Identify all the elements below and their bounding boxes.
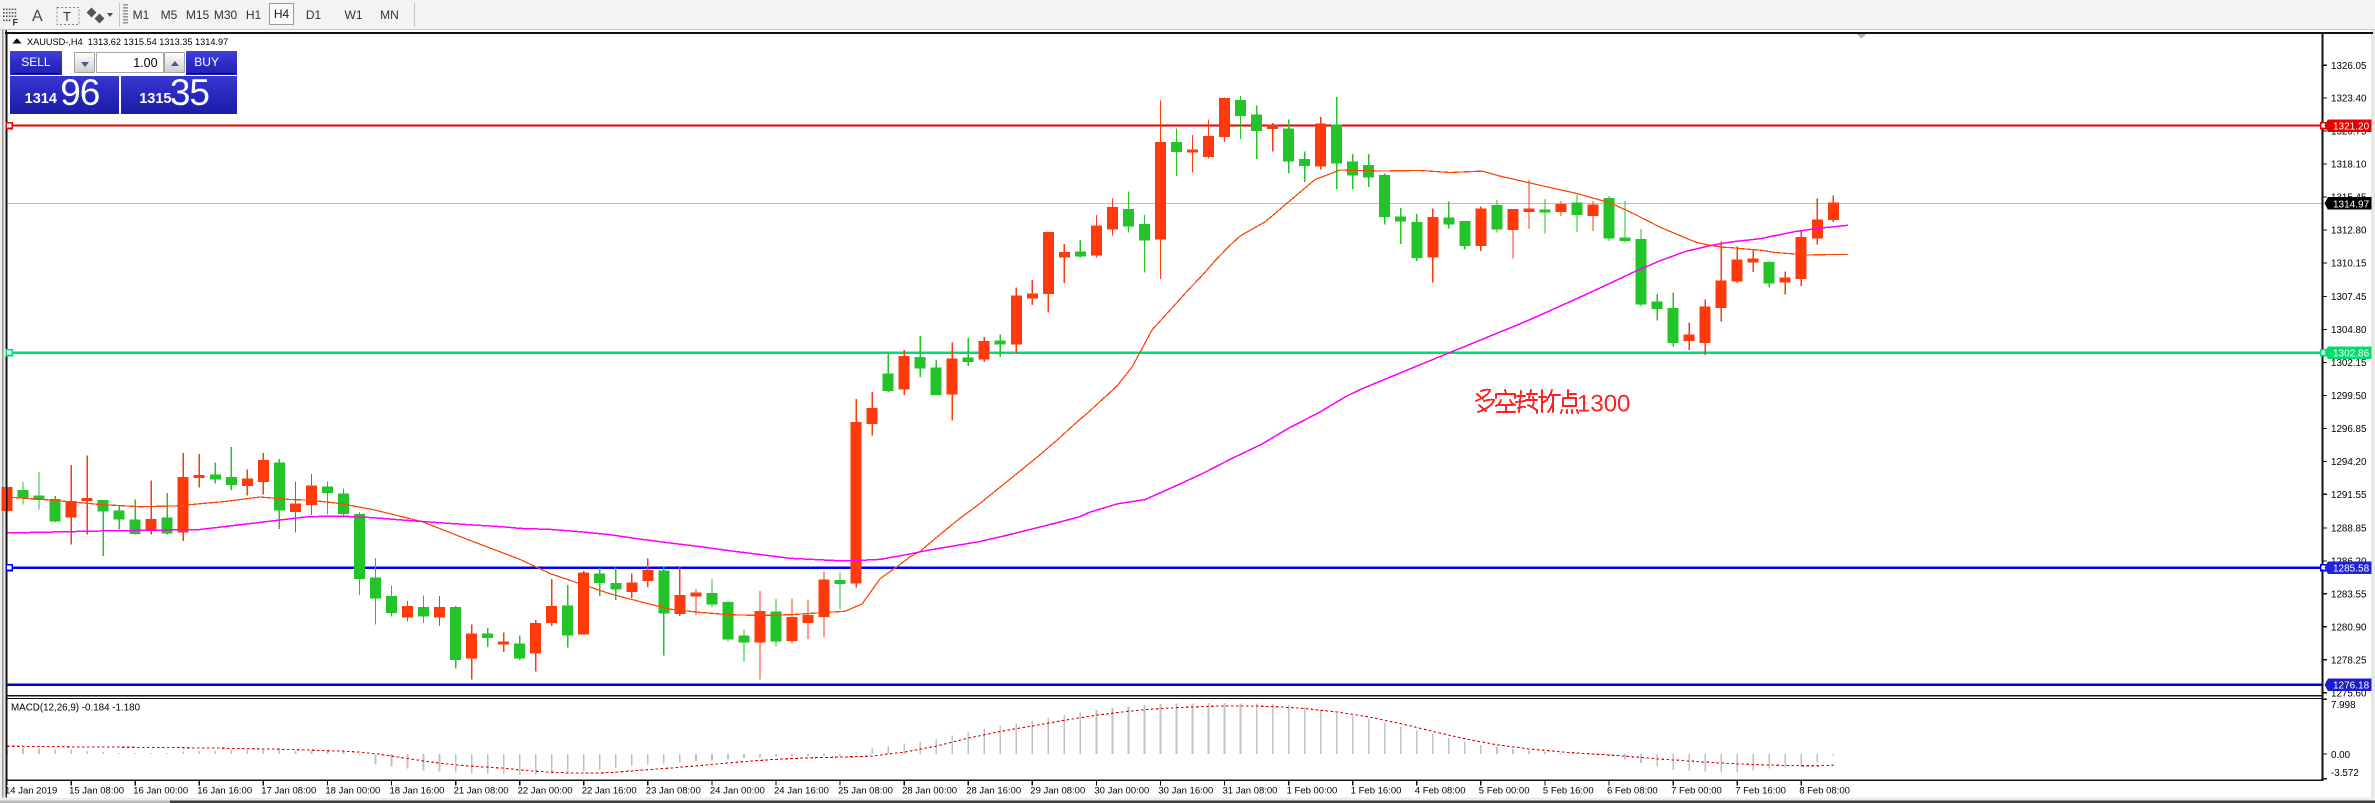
svg-text:17 Jan 08:00: 17 Jan 08:00 (261, 786, 316, 797)
svg-text:XAUUSD-,H4 1313.62 1315.54 13: XAUUSD-,H4 1313.62 1315.54 1313.35 1314.… (27, 37, 228, 47)
svg-text:1278.25: 1278.25 (2331, 655, 2367, 666)
svg-text:1321.20: 1321.20 (2333, 122, 2370, 133)
svg-text:28 Jan 16:00: 28 Jan 16:00 (966, 786, 1021, 797)
svg-text:1291.55: 1291.55 (2331, 490, 2367, 501)
svg-text:7.998: 7.998 (2331, 700, 2356, 711)
svg-text:1 Feb 16:00: 1 Feb 16:00 (1351, 786, 1402, 797)
svg-text:1299.50: 1299.50 (2331, 391, 2367, 402)
svg-text:16 Jan 00:00: 16 Jan 00:00 (133, 786, 188, 797)
svg-text:16 Jan 16:00: 16 Jan 16:00 (197, 786, 252, 797)
svg-text:22 Jan 00:00: 22 Jan 00:00 (518, 786, 573, 797)
svg-text:1314.97: 1314.97 (2333, 199, 2370, 210)
svg-text:1320.75: 1320.75 (2331, 127, 2367, 138)
svg-text:30 Jan 16:00: 30 Jan 16:00 (1158, 786, 1213, 797)
svg-text:22 Jan 16:00: 22 Jan 16:00 (582, 786, 637, 797)
svg-text:18 Jan 00:00: 18 Jan 00:00 (325, 786, 380, 797)
svg-text:24 Jan 16:00: 24 Jan 16:00 (774, 786, 829, 797)
svg-text:23 Jan 08:00: 23 Jan 08:00 (646, 786, 701, 797)
svg-text:1302.86: 1302.86 (2333, 349, 2370, 360)
svg-text:8 Feb 08:00: 8 Feb 08:00 (1799, 786, 1850, 797)
svg-text:1 Feb 00:00: 1 Feb 00:00 (1287, 786, 1338, 797)
svg-text:1283.55: 1283.55 (2331, 589, 2367, 600)
svg-text:15 Jan 08:00: 15 Jan 08:00 (69, 786, 124, 797)
svg-text:1310.15: 1310.15 (2331, 259, 2367, 270)
svg-text:1300: 1300 (1577, 391, 1630, 418)
svg-text:1323.40: 1323.40 (2331, 94, 2367, 105)
svg-text:1302.15: 1302.15 (2331, 358, 2367, 369)
svg-text:5 Feb 00:00: 5 Feb 00:00 (1479, 786, 1530, 797)
svg-text:1275.60: 1275.60 (2331, 688, 2367, 699)
svg-text:29 Jan 08:00: 29 Jan 08:00 (1030, 786, 1085, 797)
svg-text:24 Jan 00:00: 24 Jan 00:00 (710, 786, 765, 797)
svg-text:21 Jan 08:00: 21 Jan 08:00 (454, 786, 509, 797)
svg-text:14 Jan 2019: 14 Jan 2019 (5, 786, 57, 797)
svg-text:T: T (63, 9, 71, 24)
svg-text:MACD(12,26,9) -0.184 -1.180: MACD(12,26,9) -0.184 -1.180 (11, 703, 141, 714)
svg-text:31 Jan 08:00: 31 Jan 08:00 (1223, 786, 1278, 797)
svg-text:6 Feb 08:00: 6 Feb 08:00 (1607, 786, 1658, 797)
svg-text:18 Jan 16:00: 18 Jan 16:00 (390, 786, 445, 797)
svg-text:1280.90: 1280.90 (2331, 622, 2367, 633)
svg-text:F: F (13, 18, 19, 28)
svg-text:1296.85: 1296.85 (2331, 424, 2367, 435)
svg-text:28 Jan 00:00: 28 Jan 00:00 (902, 786, 957, 797)
svg-text:4 Feb 08:00: 4 Feb 08:00 (1415, 786, 1466, 797)
svg-text:-3.572: -3.572 (2331, 768, 2359, 779)
svg-text:A: A (32, 8, 43, 25)
svg-text:1294.20: 1294.20 (2331, 457, 2367, 468)
svg-text:1307.45: 1307.45 (2331, 292, 2367, 303)
svg-text:1304.80: 1304.80 (2331, 325, 2367, 336)
svg-text:7 Feb 16:00: 7 Feb 16:00 (1735, 786, 1786, 797)
svg-text:1285.58: 1285.58 (2333, 564, 2370, 575)
svg-text:1312.80: 1312.80 (2331, 226, 2367, 237)
svg-text:5 Feb 16:00: 5 Feb 16:00 (1543, 786, 1594, 797)
svg-text:25 Jan 08:00: 25 Jan 08:00 (838, 786, 893, 797)
svg-text:30 Jan 00:00: 30 Jan 00:00 (1094, 786, 1149, 797)
svg-text:1288.85: 1288.85 (2331, 524, 2367, 535)
svg-text:0.00: 0.00 (2331, 750, 2351, 761)
svg-text:7 Feb 00:00: 7 Feb 00:00 (1671, 786, 1722, 797)
svg-text:1326.05: 1326.05 (2331, 61, 2367, 72)
svg-text:1276.18: 1276.18 (2333, 681, 2370, 692)
svg-text:1318.10: 1318.10 (2331, 160, 2367, 171)
